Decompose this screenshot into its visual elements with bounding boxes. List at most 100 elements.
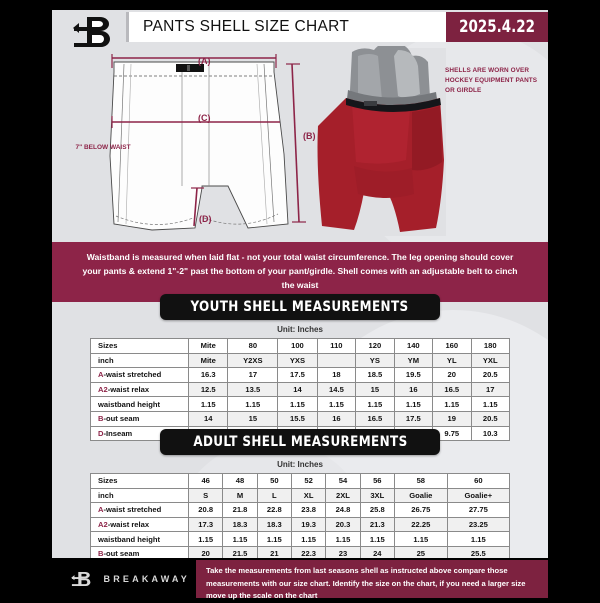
footer-note: Take the measurements from last seasons … [196, 560, 548, 600]
page-footer: BREAKAWAY Take the measurements from las… [0, 558, 600, 600]
table-cell: 1.15 [277, 396, 318, 412]
table-cell: 20.5 [470, 410, 510, 427]
breakaway-logo-icon [70, 13, 120, 49]
table-row: waistband height 1.15 1.15 1.15 1.15 1.15 1.15… [90, 396, 510, 412]
page-header: PANTS SHELL SIZE CHART 2025.4.22 [52, 10, 548, 48]
row-label: inch [90, 352, 189, 369]
row-label: waistband height [90, 396, 189, 412]
table-cell: YXL [470, 352, 510, 369]
row-label: Sizes [90, 473, 189, 489]
chart-content: PANTS SHELL SIZE CHART 2025.4.22 [52, 10, 548, 590]
table-cell: 80 [227, 338, 279, 354]
table-cell: Mite [187, 338, 229, 354]
table-cell: 2XL [325, 487, 361, 504]
table-cell: 22.3 [290, 545, 327, 562]
table-row: A-waist stretched 20.8 21.8 22.8 23.8 24.8 25.… [90, 502, 511, 518]
table-cell: 13.5 [227, 381, 279, 398]
table-cell: 140 [393, 338, 434, 354]
table-cell: 1.15 [256, 531, 292, 547]
table-cell: 21.3 [359, 516, 395, 533]
table-cell: 20.3 [325, 516, 361, 533]
row-label: A2-waist relax [90, 381, 189, 398]
youth-table-body: Sizes Mite 80 100 110 120 140 160 180 inch Mite Y2X… [90, 338, 510, 442]
table-cell: 56 [359, 473, 395, 489]
table-cell: 17.3 [187, 516, 224, 533]
table-cell: 18 [316, 367, 357, 383]
table-cell: 1.15 [393, 396, 434, 412]
table-cell: 21.8 [222, 502, 258, 518]
adult-section: ADULT SHELL MEASUREMENTS Unit: Inches Si… [52, 429, 548, 577]
table-cell: 110 [316, 338, 357, 354]
table-cell: 16 [393, 381, 434, 398]
table-cell: 20.8 [187, 502, 224, 518]
table-cell: 24.8 [325, 502, 361, 518]
table-cell: 120 [355, 338, 395, 354]
table-cell: 19.3 [290, 516, 327, 533]
table-cell: 16 [316, 410, 357, 427]
table-cell: 14 [277, 381, 318, 398]
below-waist-label: 7" BELOW WAIST [75, 144, 131, 151]
table-cell: 9.75 [432, 425, 472, 442]
table-cell: 17 [470, 381, 510, 398]
table-cell: 23.8 [290, 502, 327, 518]
table-cell: 18.5 [355, 367, 395, 383]
adult-section-title-text: ADULT SHELL MEASUREMENTS [192, 434, 408, 450]
table-cell: 12.5 [187, 381, 229, 398]
row-label: inch [90, 487, 189, 504]
youth-section: YOUTH SHELL MEASUREMENTS Unit: Inches Si… [52, 294, 548, 442]
row-label-marker: A2 [98, 520, 108, 530]
table-cell: 1.15 [470, 396, 510, 412]
table-cell: YXS [277, 352, 318, 369]
table-cell: 17.5 [393, 410, 434, 427]
table-cell: 52 [290, 473, 327, 489]
row-label-marker: A [98, 370, 104, 380]
table-cell: 1.15 [393, 531, 448, 547]
table-cell: 25.8 [359, 502, 395, 518]
table-cell: 1.15 [355, 396, 395, 412]
breakaway-logo-icon [71, 571, 91, 587]
table-cell: XL [290, 487, 327, 504]
table-cell: Goalie+ [446, 487, 511, 504]
table-cell: 180 [470, 338, 510, 354]
measure-label-d: (D) [199, 214, 212, 224]
measurement-note: Waistband is measured when laid flat - n… [52, 242, 548, 302]
adult-section-title: ADULT SHELL MEASUREMENTS [160, 429, 440, 455]
table-cell: Y2XS [227, 352, 279, 369]
row-label: Sizes [90, 338, 189, 354]
table-cell: 20 [432, 367, 472, 383]
table-cell: 26.75 [393, 502, 448, 518]
page-title: PANTS SHELL SIZE CHART [126, 12, 449, 42]
table-cell: 19 [432, 410, 472, 427]
table-cell: 25 [393, 545, 448, 562]
table-cell: Mite [187, 352, 229, 369]
photo-caption: SHELLS ARE WORN OVER HOCKEY EQUIPMENT PA… [445, 67, 538, 94]
table-cell: L [256, 487, 292, 504]
measure-label-c: (C) [198, 113, 211, 123]
table-cell: 3XL [359, 487, 395, 504]
table-cell: 15 [355, 381, 395, 398]
table-row: Sizes 46 48 50 52 54 56 58 60 [90, 473, 511, 489]
adult-table-body: Sizes 46 48 50 52 54 56 58 60 inch S M L XL 2XL 3XL Goal… [90, 473, 511, 577]
footer-brand: BREAKAWAY [70, 566, 190, 592]
table-cell: M [222, 487, 258, 504]
youth-section-title: YOUTH SHELL MEASUREMENTS [160, 294, 440, 320]
adult-measurements-table: Sizes 46 48 50 52 54 56 58 60 inch S M L XL 2XL 3XL Goal… [90, 473, 511, 577]
table-row: B-out seam 20 21.5 21 22.3 23 24 25 25.5 [90, 545, 511, 562]
table-cell: 15.5 [277, 410, 318, 427]
pants-diagram: 7" BELOW WAIST (A) (C) (B) (D) SHELLS AR… [52, 41, 548, 238]
measure-label-a: (A) [198, 56, 211, 66]
table-cell: 1.15 [325, 531, 361, 547]
youth-unit-label: Unit: Inches [277, 325, 323, 334]
table-row: inch S M L XL 2XL 3XL Goalie Goalie+ [90, 487, 511, 504]
table-cell: 19.5 [393, 367, 434, 383]
adult-unit-label: Unit: Inches [277, 460, 323, 469]
table-cell: 15 [227, 410, 279, 427]
table-cell: 54 [325, 473, 361, 489]
table-row: waistband height 1.15 1.15 1.15 1.15 1.15 1.15… [90, 531, 511, 547]
table-cell: 16.3 [187, 367, 229, 383]
table-cell: 23.25 [446, 516, 511, 533]
table-cell: 1.15 [187, 531, 224, 547]
table-cell: 18.3 [256, 516, 292, 533]
table-cell: 14.5 [316, 381, 357, 398]
